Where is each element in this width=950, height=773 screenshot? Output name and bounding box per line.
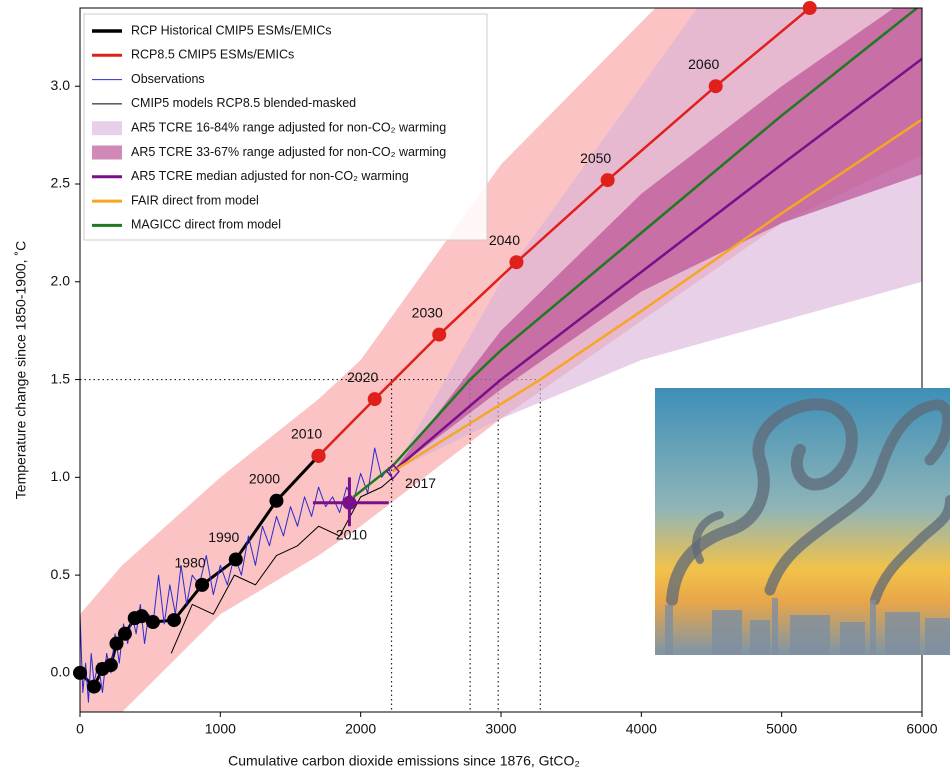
legend-label: MAGICC direct from model [131, 218, 281, 232]
y-tick-label: 3.0 [51, 77, 71, 93]
data-point [229, 552, 243, 566]
data-point [104, 658, 118, 672]
observation-label: 2017 [405, 475, 436, 491]
x-tick-label: 0 [76, 721, 84, 737]
x-tick-label: 3000 [485, 721, 516, 737]
data-point [368, 392, 382, 406]
data-point [167, 613, 181, 627]
legend-swatch [92, 146, 122, 160]
x-tick-label: 2000 [345, 721, 376, 737]
y-tick-label: 2.5 [51, 175, 71, 191]
point-label: 2040 [489, 232, 520, 248]
data-point [601, 173, 615, 187]
legend-label: AR5 TCRE 33-67% range adjusted for non-C… [131, 145, 446, 159]
y-axis-title: Temperature change since 1850-1900, ˚C [13, 241, 29, 499]
legend: RCP Historical CMIP5 ESMs/EMICs RCP8.5 CM… [84, 14, 487, 240]
legend-label: FAIR direct from model [131, 193, 259, 207]
inset-photo [655, 388, 950, 655]
data-point [803, 1, 817, 15]
point-label: 1990 [208, 529, 239, 545]
point-label: 2000 [249, 471, 280, 487]
data-point [432, 328, 446, 342]
legend-label: CMIP5 models RCP8.5 blended-masked [131, 96, 356, 110]
legend-label: RCP Historical CMIP5 ESMs/EMICs [131, 23, 332, 37]
x-tick-label: 5000 [766, 721, 797, 737]
legend-label: AR5 TCRE median adjusted for non-CO₂ war… [131, 169, 409, 183]
legend-label: Observations [131, 72, 205, 86]
data-point [146, 615, 160, 629]
point-label: 1980 [175, 555, 206, 571]
observation-marker [342, 496, 356, 510]
y-tick-label: 2.0 [51, 272, 71, 288]
x-tick-label: 1000 [205, 721, 236, 737]
data-point [269, 494, 283, 508]
observation-label: 2010 [336, 526, 367, 542]
data-point [709, 79, 723, 93]
y-tick-label: 0.5 [51, 566, 71, 582]
x-tick-label: 6000 [906, 721, 937, 737]
point-label: 2030 [412, 304, 443, 320]
y-tick-label: 0.0 [51, 664, 71, 680]
data-point [118, 627, 132, 641]
data-point [73, 666, 87, 680]
legend-label: AR5 TCRE 16-84% range adjusted for non-C… [131, 120, 446, 134]
x-tick-label: 4000 [626, 721, 657, 737]
point-label: 2020 [347, 369, 378, 385]
data-point [195, 578, 209, 592]
y-tick-label: 1.0 [51, 468, 71, 484]
data-point [509, 255, 523, 269]
legend-swatch [92, 121, 122, 135]
legend-label: RCP8.5 CMIP5 ESMs/EMICs [131, 48, 294, 62]
point-label: 2060 [688, 56, 719, 72]
point-label: 2050 [580, 150, 611, 166]
data-point [87, 680, 101, 694]
data-point [312, 449, 326, 463]
chart: 0 1000 2000 3000 4000 5000 6000 0.0 0.5 1.0 1.5 2.0… [0, 0, 950, 773]
y-tick-label: 1.5 [51, 370, 71, 386]
x-axis-title: Cumulative carbon dioxide emissions sinc… [228, 753, 580, 769]
point-label: 2010 [291, 426, 322, 442]
